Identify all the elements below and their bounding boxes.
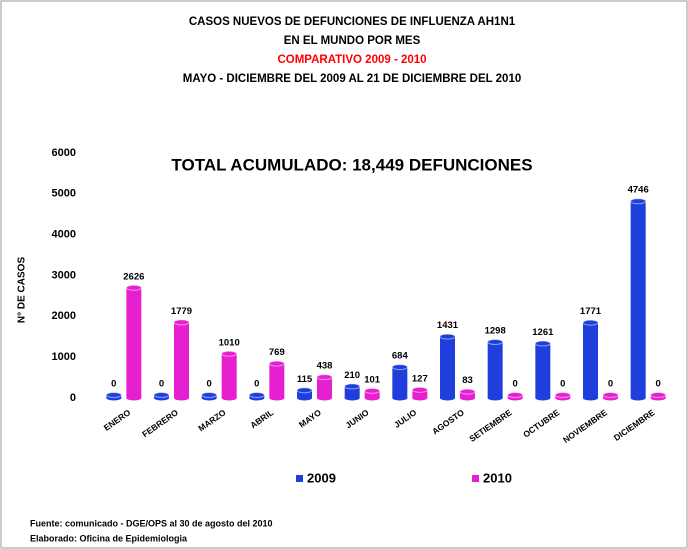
data-label: 1010: [219, 337, 240, 348]
bar-top: [316, 374, 333, 381]
data-label: 1431: [437, 320, 459, 331]
y-axis-label: N° DE CASOS: [17, 257, 28, 324]
chart-title: CASOS NUEVOS DE DEFUNCIONES DE INFLUENZA…: [189, 16, 516, 28]
data-label: 769: [269, 347, 285, 358]
data-label: 2626: [123, 271, 144, 282]
bar: [412, 389, 428, 398]
x-tick-label: DICIEMBRE: [612, 407, 657, 443]
bar: [460, 391, 475, 398]
bar-top: [201, 392, 218, 398]
bar: [221, 353, 237, 398]
bar-top: [153, 392, 170, 398]
note: Fuente: comunicado - DGE/OPS al 30 de ag…: [30, 518, 273, 528]
bar-top: [173, 319, 190, 326]
legend-label: 2009: [307, 470, 336, 485]
data-label: 0: [207, 379, 212, 390]
bar-top: [650, 392, 667, 398]
bar: [392, 367, 408, 398]
bar: [535, 343, 551, 398]
data-label: 1261: [532, 327, 554, 338]
note: Elaborado: Oficina de Epidemiologia: [30, 533, 188, 543]
data-label: 0: [159, 379, 164, 390]
data-label: 0: [111, 379, 116, 390]
bar: [269, 363, 285, 398]
bar-top: [439, 333, 456, 340]
bar-top: [630, 198, 647, 205]
x-tick-label: OCTUBRE: [521, 407, 561, 439]
bar-top: [268, 360, 285, 367]
data-label: 83: [462, 375, 473, 386]
bar: [630, 201, 646, 398]
bar: [317, 377, 332, 398]
y-tick-label: 6000: [52, 147, 76, 159]
bar-top: [391, 364, 408, 371]
annotation: TOTAL ACUMULADO: 18,449 DEFUNCIONES: [171, 155, 532, 174]
data-label: 1779: [171, 306, 192, 317]
data-label: 1298: [485, 326, 506, 337]
bar: [583, 322, 598, 398]
bar-top: [507, 392, 524, 398]
data-label: 0: [656, 379, 661, 390]
bar: [440, 336, 455, 398]
bar: [126, 287, 142, 398]
chart-title: COMPARATIVO 2009 - 2010: [277, 54, 426, 66]
bar-top: [344, 383, 361, 390]
bar-top: [554, 392, 571, 398]
y-tick-label: 0: [70, 392, 76, 404]
x-tick-label: MARZO: [196, 407, 228, 433]
x-tick-label: ENERO: [102, 407, 133, 433]
x-tick-label: JUNIO: [344, 407, 371, 430]
bar-top: [296, 387, 313, 394]
y-tick-label: 1000: [52, 351, 76, 363]
bar: [344, 386, 360, 398]
data-label: 0: [608, 379, 613, 390]
y-tick-label: 4000: [52, 229, 76, 241]
bar: [364, 390, 380, 398]
legend-swatch: [472, 475, 479, 482]
bar-top: [582, 319, 599, 326]
data-label: 127: [412, 373, 428, 384]
bar-top: [125, 284, 142, 291]
bar-top: [534, 340, 551, 347]
legend-swatch: [296, 475, 303, 482]
data-label: 101: [364, 374, 381, 385]
x-tick-label: AGOSTO: [430, 407, 466, 436]
bar-top: [459, 388, 476, 395]
x-tick-label: SETIEMBRE: [467, 407, 514, 444]
bar-top: [487, 338, 504, 345]
y-tick-label: 3000: [52, 269, 76, 281]
bar-top: [105, 392, 122, 398]
y-tick-label: 2000: [52, 310, 76, 322]
bar-top: [221, 350, 238, 357]
data-label: 684: [392, 351, 409, 362]
data-label: 4746: [628, 185, 649, 196]
data-label: 438: [317, 361, 333, 372]
data-label: 210: [344, 370, 360, 381]
x-tick-label: FEBRERO: [140, 407, 180, 439]
bar-top: [248, 392, 265, 398]
data-label: 0: [513, 379, 518, 390]
bar: [297, 390, 312, 398]
legend-label: 2010: [483, 470, 512, 485]
x-tick-label: MAYO: [297, 407, 323, 430]
data-label: 1771: [580, 306, 602, 317]
data-label: 0: [254, 379, 259, 390]
y-tick-label: 5000: [52, 188, 76, 200]
data-label: 115: [297, 374, 313, 385]
bar: [174, 322, 189, 398]
bar-top: [411, 386, 428, 393]
data-label: 0: [560, 379, 565, 390]
chart-title: EN EL MUNDO POR MES: [284, 35, 421, 47]
bar-top: [602, 392, 619, 398]
x-tick-label: JULIO: [392, 407, 419, 430]
x-tick-label: ABRIL: [248, 407, 275, 430]
chart-title: MAYO - DICIEMBRE DEL 2009 AL 21 DE DICIE…: [183, 73, 522, 85]
bar-top: [364, 387, 381, 394]
x-tick-label: NOVIEMBRE: [561, 407, 609, 445]
bar: [487, 341, 503, 398]
